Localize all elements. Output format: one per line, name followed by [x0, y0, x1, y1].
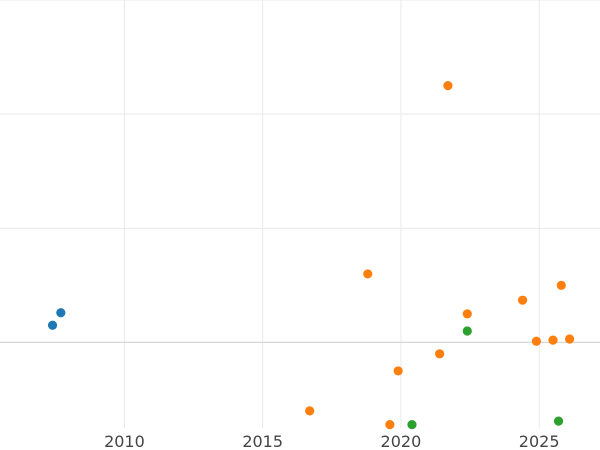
data-point-series-2 — [363, 269, 373, 279]
tick-label-layer: 2010 2015 2020 2025 — [104, 432, 559, 450]
point-layer — [47, 81, 575, 430]
data-point-series-2 — [393, 366, 403, 376]
data-point-series-2 — [443, 81, 453, 91]
data-point-series-2 — [556, 280, 566, 290]
data-point-series-2 — [517, 295, 528, 305]
data-point-series-2 — [564, 334, 575, 344]
data-point-series-2 — [385, 419, 395, 430]
data-point-series-3 — [407, 419, 417, 430]
data-point-series-2 — [305, 406, 315, 416]
data-point-series-3 — [462, 326, 472, 336]
x-tick-label: 2015 — [242, 432, 283, 450]
grid-layer — [0, 0, 600, 428]
data-point-series-1 — [56, 308, 66, 318]
data-point-series-2 — [435, 349, 445, 359]
x-tick-label: 2010 — [104, 432, 145, 450]
x-tick-label: 2025 — [519, 432, 560, 450]
data-point-series-2 — [531, 336, 542, 346]
data-point-series-3 — [553, 416, 564, 426]
data-point-series-2 — [462, 309, 472, 319]
x-tick-label: 2020 — [381, 432, 422, 450]
data-point-series-1 — [47, 320, 58, 330]
data-point-series-2 — [548, 335, 558, 345]
